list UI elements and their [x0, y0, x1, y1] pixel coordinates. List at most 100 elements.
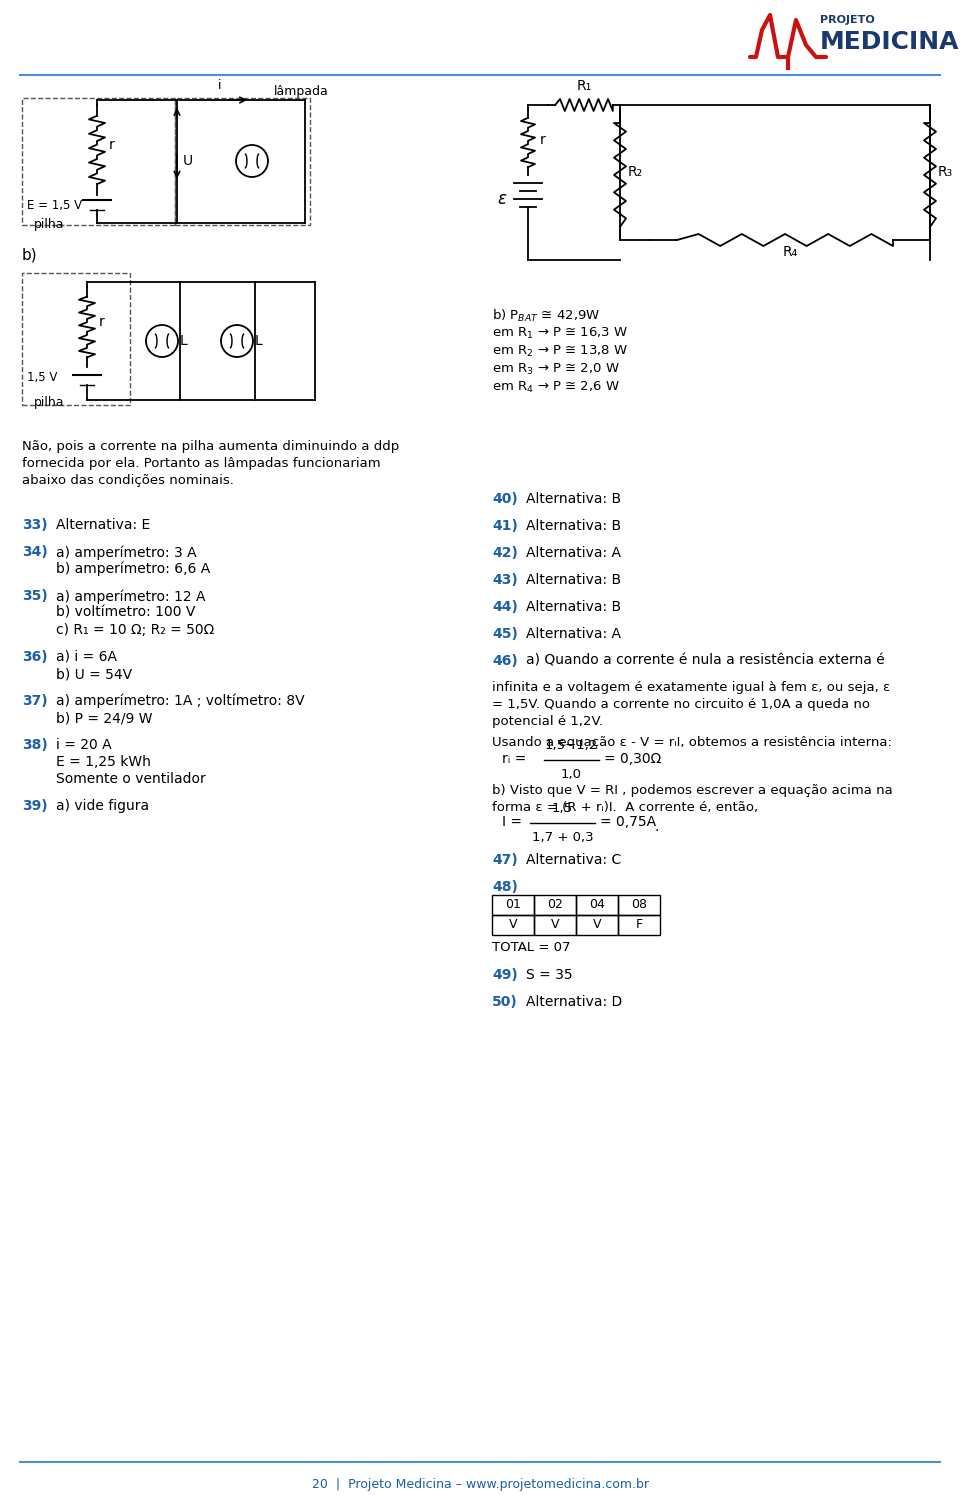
Text: a) Quando a corrente é nula a resistência externa é: a) Quando a corrente é nula a resistênci… — [526, 653, 885, 668]
Bar — [534, 915, 576, 934]
Text: 40): 40) — [492, 492, 517, 505]
Text: R₂: R₂ — [628, 164, 643, 179]
Text: a) vide figura: a) vide figura — [56, 798, 149, 813]
Text: 02: 02 — [547, 898, 563, 912]
Text: 39): 39) — [22, 798, 48, 813]
Text: R₄: R₄ — [782, 245, 798, 259]
Text: 1,5 V: 1,5 V — [27, 371, 58, 384]
Text: 41): 41) — [492, 519, 517, 534]
Text: V: V — [509, 918, 517, 931]
Text: 47): 47) — [492, 854, 517, 867]
Text: L: L — [180, 333, 188, 348]
Bar — [576, 915, 618, 934]
Text: ε: ε — [497, 190, 506, 208]
Text: Alternativa: A: Alternativa: A — [526, 546, 621, 561]
Text: b) U = 54V: b) U = 54V — [56, 667, 132, 682]
Text: 1,5−1,2: 1,5−1,2 — [545, 739, 598, 752]
Text: a) amperímetro: 12 A: a) amperímetro: 12 A — [56, 589, 205, 604]
Bar — [534, 896, 576, 915]
Text: U: U — [183, 154, 193, 167]
Text: r: r — [99, 315, 105, 329]
Text: Alternativa: B: Alternativa: B — [526, 599, 621, 614]
Text: infinita e a voltagem é exatamente igual à fem ε, ou seja, ε: infinita e a voltagem é exatamente igual… — [492, 682, 890, 694]
Text: L: L — [255, 333, 263, 348]
Text: i = 20 A: i = 20 A — [56, 739, 111, 752]
Text: r: r — [109, 138, 115, 152]
Bar — [618, 896, 660, 915]
Bar — [576, 896, 618, 915]
Text: lâmpada: lâmpada — [274, 85, 328, 99]
Text: abaixo das condições nominais.: abaixo das condições nominais. — [22, 474, 234, 487]
Text: Alternativa: B: Alternativa: B — [526, 519, 621, 534]
Text: potencial é 1,2V.: potencial é 1,2V. — [492, 715, 603, 728]
Text: b) voltímetro: 100 V: b) voltímetro: 100 V — [56, 605, 196, 620]
Text: Alternativa: C: Alternativa: C — [526, 854, 621, 867]
Text: 45): 45) — [492, 626, 517, 641]
Text: em R$_2$ → P ≅ 13,8 W: em R$_2$ → P ≅ 13,8 W — [492, 344, 628, 359]
Text: 43): 43) — [492, 573, 517, 588]
Text: Somente o ventilador: Somente o ventilador — [56, 771, 205, 786]
Text: I =: I = — [502, 815, 522, 830]
Text: Alternativa: B: Alternativa: B — [526, 492, 621, 505]
Text: a) amperímetro: 1A ; voltímetro: 8V: a) amperímetro: 1A ; voltímetro: 8V — [56, 694, 304, 709]
Text: c) R₁ = 10 Ω; R₂ = 50Ω: c) R₁ = 10 Ω; R₂ = 50Ω — [56, 623, 214, 637]
Text: 38): 38) — [22, 739, 48, 752]
Text: r: r — [540, 133, 545, 147]
Text: TOTAL = 07: TOTAL = 07 — [492, 940, 570, 954]
Text: PROJETO: PROJETO — [820, 15, 875, 25]
Text: 35): 35) — [22, 589, 48, 602]
Text: em R$_1$ → P ≅ 16,3 W: em R$_1$ → P ≅ 16,3 W — [492, 326, 628, 341]
Text: em R$_3$ → P ≅ 2,0 W: em R$_3$ → P ≅ 2,0 W — [492, 362, 620, 377]
Text: pilha: pilha — [34, 396, 64, 410]
Text: Usando a equação ε - V = rᵢI, obtemos a resistência interna:: Usando a equação ε - V = rᵢI, obtemos a … — [492, 736, 892, 749]
Text: 36): 36) — [22, 650, 48, 664]
Text: F: F — [636, 918, 642, 931]
Text: V: V — [551, 918, 560, 931]
Text: pilha: pilha — [34, 218, 64, 232]
Text: 34): 34) — [22, 546, 48, 559]
Text: forma ε = (R + rᵢ)I.  A corrente é, então,: forma ε = (R + rᵢ)I. A corrente é, então… — [492, 801, 758, 813]
Text: V: V — [592, 918, 601, 931]
Text: 1,5: 1,5 — [552, 801, 573, 815]
Text: rᵢ =: rᵢ = — [502, 752, 526, 765]
Text: 44): 44) — [492, 599, 517, 614]
Text: b) P$_{BAT}$ ≅ 42,9W: b) P$_{BAT}$ ≅ 42,9W — [492, 308, 600, 324]
Text: b): b) — [22, 248, 37, 263]
Bar — [618, 915, 660, 934]
Text: em R$_4$ → P ≅ 2,6 W: em R$_4$ → P ≅ 2,6 W — [492, 380, 620, 395]
Text: 1,0: 1,0 — [561, 768, 582, 780]
Text: R₃: R₃ — [938, 164, 953, 179]
Text: MEDICINA: MEDICINA — [820, 30, 959, 54]
Text: 37): 37) — [22, 694, 48, 709]
Text: 04: 04 — [589, 898, 605, 912]
Text: b) Visto que V = RI , podemos escrever a equação acima na: b) Visto que V = RI , podemos escrever a… — [492, 783, 893, 797]
Text: 20  |  Projeto Medicina – www.projetomedicina.com.br: 20 | Projeto Medicina – www.projetomedic… — [311, 1479, 649, 1491]
Text: fornecida por ela. Portanto as lâmpadas funcionariam: fornecida por ela. Portanto as lâmpadas … — [22, 457, 380, 469]
Text: = 1,5V. Quando a corrente no circuito é 1,0A a queda no: = 1,5V. Quando a corrente no circuito é … — [492, 698, 870, 712]
Text: 42): 42) — [492, 546, 517, 561]
Text: Alternativa: E: Alternativa: E — [56, 517, 151, 532]
Text: 48): 48) — [492, 881, 517, 894]
Text: E = 1,5 V: E = 1,5 V — [27, 199, 83, 211]
Text: a) i = 6A: a) i = 6A — [56, 650, 117, 664]
Text: Não, pois a corrente na pilha aumenta diminuindo a ddp: Não, pois a corrente na pilha aumenta di… — [22, 440, 399, 453]
Text: 33): 33) — [22, 517, 48, 532]
Bar — [492, 915, 534, 934]
Text: R₁: R₁ — [576, 79, 591, 93]
Text: = 0,75A: = 0,75A — [600, 815, 656, 830]
Bar — [492, 896, 534, 915]
Text: 50): 50) — [492, 996, 517, 1009]
Text: S = 35: S = 35 — [526, 967, 572, 982]
Text: 49): 49) — [492, 967, 517, 982]
Text: 01: 01 — [505, 898, 521, 912]
Text: 08: 08 — [631, 898, 647, 912]
Text: Alternativa: B: Alternativa: B — [526, 573, 621, 588]
Text: 46): 46) — [492, 653, 517, 668]
Text: a) amperímetro: 3 A: a) amperímetro: 3 A — [56, 546, 197, 559]
Text: b) amperímetro: 6,6 A: b) amperímetro: 6,6 A — [56, 562, 210, 577]
Text: = 0,30Ω: = 0,30Ω — [604, 752, 661, 765]
Text: 1,7 + 0,3: 1,7 + 0,3 — [532, 831, 593, 845]
Text: i: i — [218, 79, 222, 93]
Text: Alternativa: D: Alternativa: D — [526, 996, 622, 1009]
Text: E = 1,25 kWh: E = 1,25 kWh — [56, 755, 151, 768]
